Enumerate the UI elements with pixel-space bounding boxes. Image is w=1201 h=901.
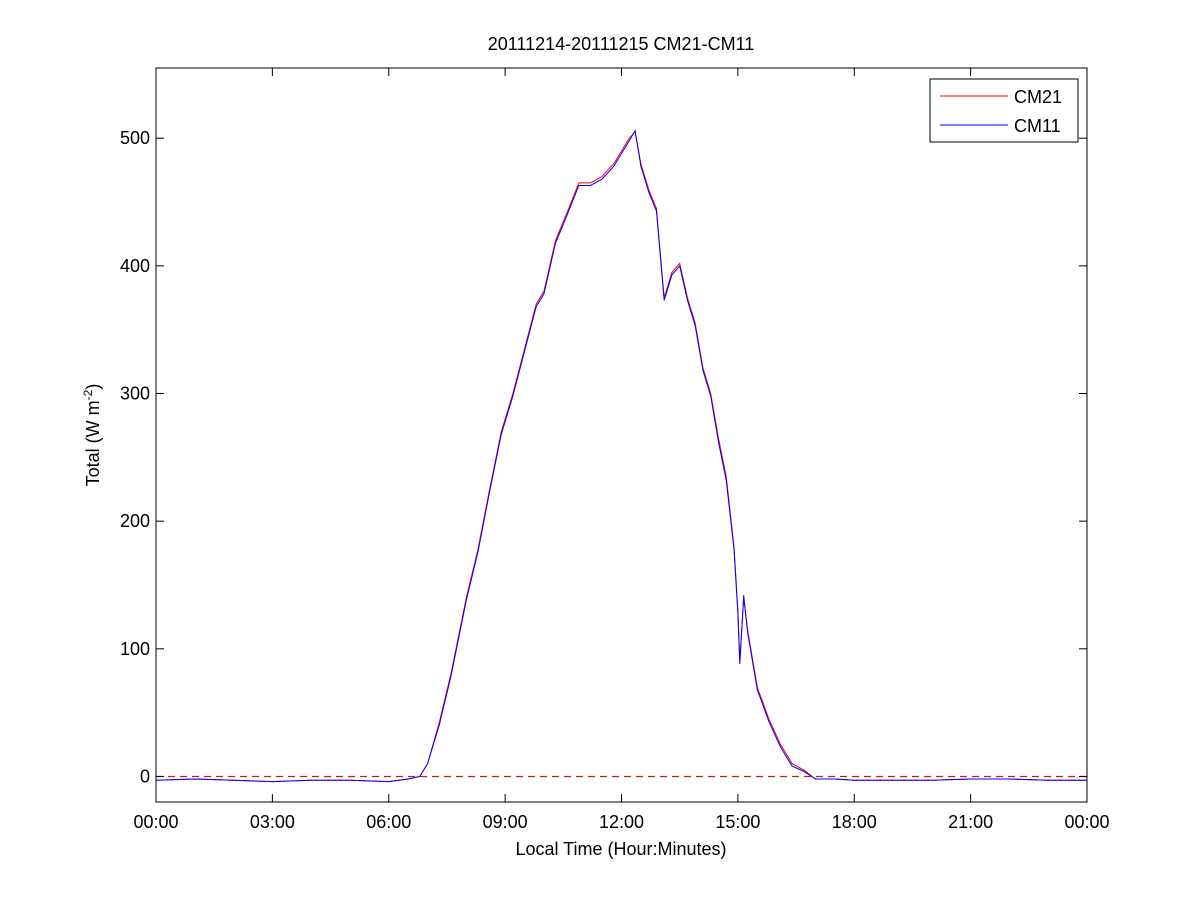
series-line-cm11: [155, 129, 1087, 783]
x-axis-ticks: 00:00 03:00 06:00 09:00 12:00 15:00 18:00 21:00…: [133, 68, 1110, 832]
x-axis-label: Local Time (Hour:Minutes): [515, 839, 726, 859]
chart-title: 20111214-20111215 CM21-CM11: [488, 34, 755, 54]
y-axis-label-tail: ): [83, 384, 103, 390]
x-tick-label: 00:00: [133, 812, 178, 832]
y-axis-ticks: 0 100 200 300 400 500: [120, 128, 1087, 786]
x-tick-label: 09:00: [483, 812, 528, 832]
x-tick-label: 12:00: [599, 812, 644, 832]
y-axis-label: Total (W m-2): [81, 384, 103, 487]
x-tick-label: 15:00: [715, 812, 760, 832]
series-layer: [155, 129, 1087, 783]
y-tick-label: 400: [120, 256, 150, 276]
legend: CM21 CM11: [929, 78, 1079, 143]
legend-label-cm21: CM21: [1014, 87, 1062, 107]
y-tick-label: 200: [120, 511, 150, 531]
y-tick-label: 300: [120, 384, 150, 404]
legend-box: [929, 78, 1079, 143]
y-axis-label-superscript: -2: [81, 389, 95, 400]
plot-frame: [155, 67, 1088, 803]
x-tick-label: 18:00: [832, 812, 877, 832]
series-line-cm21: [155, 130, 1087, 783]
y-tick-label: 500: [120, 128, 150, 148]
y-tick-label: 100: [120, 639, 150, 659]
x-tick-label: 00:00: [1064, 812, 1109, 832]
y-tick-label: 0: [140, 766, 150, 786]
plot-area: 00:00 03:00 06:00 09:00 12:00 15:00 18:00 21:00…: [120, 67, 1110, 832]
legend-label-cm11: CM11: [1014, 116, 1061, 136]
x-tick-label: 06:00: [366, 812, 411, 832]
y-axis-label-main: Total (W m: [83, 400, 103, 486]
x-tick-label: 03:00: [250, 812, 295, 832]
x-tick-label: 21:00: [948, 812, 993, 832]
